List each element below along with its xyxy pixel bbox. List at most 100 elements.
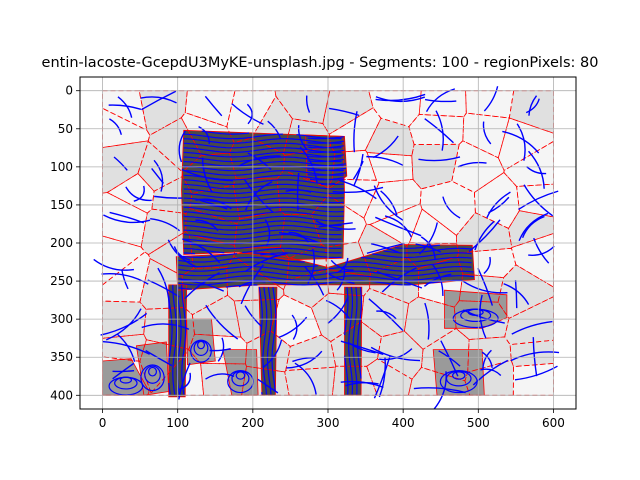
contour-line <box>435 110 444 151</box>
segment-boundary <box>331 149 378 181</box>
contour-line <box>183 206 344 213</box>
contour-line <box>196 340 206 350</box>
region-floor-patch-bottom <box>136 342 169 396</box>
contour-line <box>183 220 342 227</box>
contour-line <box>183 156 342 163</box>
contour-line <box>263 339 283 368</box>
contour-line <box>231 103 264 125</box>
contour-line <box>516 123 526 161</box>
segment-boundary <box>462 112 510 159</box>
segment-boundary <box>363 178 422 225</box>
axes: 0 100 200 300 400 500 600 0 50 100 150 200 250 300 350… <box>50 76 577 430</box>
image-segment <box>284 367 336 396</box>
segment-boundary <box>102 300 147 339</box>
contour-line <box>432 264 444 296</box>
contour-line <box>183 165 344 172</box>
contour-line <box>102 340 150 355</box>
contour-line <box>532 337 538 377</box>
contour-line <box>383 247 472 254</box>
contour-line <box>112 369 135 373</box>
contour-line <box>468 219 501 253</box>
contour-line <box>353 154 364 187</box>
contour-line <box>201 157 213 193</box>
contour-line <box>262 287 268 395</box>
contour-line <box>528 150 545 189</box>
contour-line <box>344 287 349 395</box>
contour-line <box>286 350 323 369</box>
contour-line <box>307 167 347 172</box>
contour-line <box>514 365 558 381</box>
contour-line <box>157 267 170 309</box>
segment-boundary <box>453 300 510 340</box>
x-tick-label: 300 <box>317 416 340 430</box>
contour-line <box>183 234 342 240</box>
contour-line <box>116 333 136 362</box>
contour-line <box>336 265 346 291</box>
contour-line <box>482 349 492 370</box>
contour-line <box>307 149 344 153</box>
contour-line <box>140 96 177 104</box>
x-tick-label: 600 <box>542 416 565 430</box>
contour-line <box>183 142 342 149</box>
contour-line <box>183 229 342 236</box>
contour-line <box>482 121 492 145</box>
image-segment <box>102 236 145 285</box>
contour-line <box>271 287 277 393</box>
contour-line <box>238 155 281 168</box>
contour-line <box>257 378 279 394</box>
segment-boundary <box>451 140 505 193</box>
contour-line <box>109 118 123 135</box>
segment-boundary <box>369 257 420 304</box>
contour-line <box>525 98 540 114</box>
y-tick-label: 50 <box>58 122 73 136</box>
contour-line <box>201 130 250 135</box>
contour-line <box>413 387 466 394</box>
contour-line <box>183 238 342 245</box>
contour-line <box>231 370 250 387</box>
segment-boundary <box>455 212 513 254</box>
contour-line <box>510 351 560 362</box>
image-segment <box>498 118 554 171</box>
contour-line <box>418 156 461 162</box>
contour-line <box>318 222 353 228</box>
contour-line <box>205 304 239 340</box>
contour-line <box>423 273 452 287</box>
contour-line <box>109 211 145 224</box>
contour-line <box>366 242 405 254</box>
contour-line <box>425 88 456 113</box>
contour-line <box>462 280 508 294</box>
contour-line <box>380 190 398 216</box>
contour-line <box>376 310 397 320</box>
image-segment <box>102 301 147 339</box>
contour-line <box>503 283 530 305</box>
contour-line <box>339 179 377 200</box>
contour-line <box>481 351 493 368</box>
contour-line <box>168 296 173 395</box>
contour-line <box>108 104 142 111</box>
contour-line <box>353 111 358 153</box>
image-segment <box>137 141 183 192</box>
contour-line <box>103 214 151 224</box>
contour-line <box>474 220 495 251</box>
image-segment <box>509 90 554 134</box>
contour-line <box>438 350 461 367</box>
contour-line <box>178 256 472 263</box>
contour-line <box>173 246 191 261</box>
contour-line <box>307 140 344 144</box>
contour-line <box>183 197 344 204</box>
y-tick-label: 400 <box>50 388 73 402</box>
contour-line <box>183 192 344 199</box>
contour-line <box>372 135 399 159</box>
image-segment <box>370 203 423 247</box>
contour-line <box>483 86 499 112</box>
contour-line <box>183 179 344 185</box>
contour-line <box>247 152 272 171</box>
contour-line <box>307 154 344 158</box>
segment-boundary <box>181 152 237 195</box>
x-tick-label: 100 <box>166 416 189 430</box>
y-tick-label: 100 <box>50 160 73 174</box>
segment-boundary <box>508 210 554 249</box>
segment-boundary <box>276 170 329 216</box>
contour-line <box>521 215 545 239</box>
contour-line <box>258 287 263 395</box>
